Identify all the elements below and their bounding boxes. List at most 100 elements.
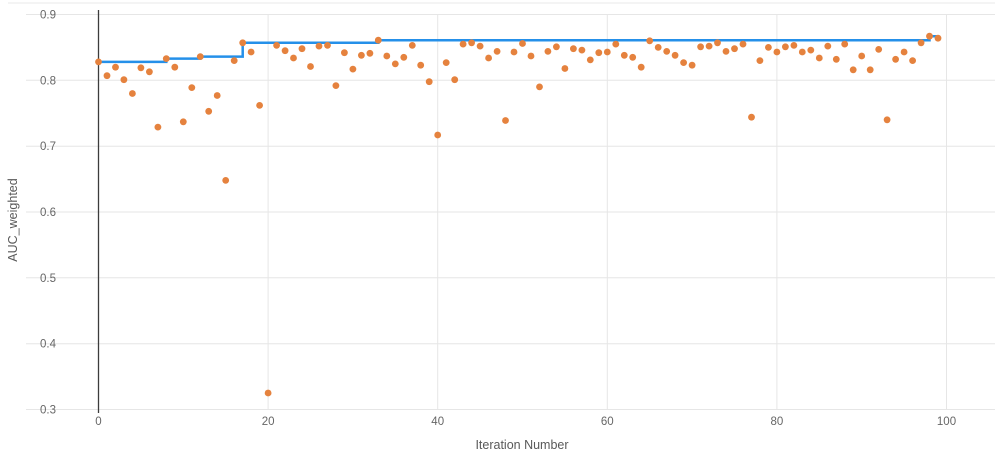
scatter-points[interactable] — [95, 32, 942, 397]
scatter-point[interactable] — [570, 45, 577, 53]
scatter-point[interactable] — [247, 48, 255, 56]
scatter-point[interactable] — [374, 36, 382, 44]
scatter-point[interactable] — [298, 45, 306, 53]
scatter-point[interactable] — [468, 39, 475, 47]
scatter-point[interactable] — [112, 63, 119, 71]
scatter-point[interactable] — [756, 57, 764, 64]
scatter-point[interactable] — [256, 102, 263, 109]
scatter-point[interactable] — [315, 42, 323, 50]
scatter-point[interactable] — [883, 116, 891, 124]
scatter-point[interactable] — [680, 59, 687, 66]
scatter-point[interactable] — [196, 53, 204, 60]
scatter-point[interactable] — [926, 32, 933, 40]
scatter-point[interactable] — [476, 42, 484, 50]
scatter-point[interactable] — [230, 57, 238, 64]
scatter-point[interactable] — [519, 40, 526, 47]
scatter-point[interactable] — [731, 45, 738, 53]
scatter-point[interactable] — [179, 118, 187, 126]
scatter-point[interactable] — [349, 65, 357, 73]
scatter-point[interactable] — [358, 51, 365, 59]
scatter-point[interactable] — [603, 48, 611, 56]
scatter-point[interactable] — [722, 48, 730, 55]
scatter-point[interactable] — [510, 48, 518, 56]
scatter-point[interactable] — [213, 92, 221, 99]
scatter-point[interactable] — [620, 51, 628, 59]
scatter-point[interactable] — [154, 123, 162, 131]
scatter-point[interactable] — [586, 56, 594, 64]
scatter-point[interactable] — [824, 42, 832, 50]
scatter-point[interactable] — [790, 42, 798, 49]
scatter-point[interactable] — [841, 40, 849, 48]
scatter-point[interactable] — [909, 57, 916, 64]
scatter-point[interactable] — [654, 44, 662, 51]
scatter-point[interactable] — [663, 48, 671, 55]
scatter-point[interactable] — [748, 113, 755, 121]
scatter-point[interactable] — [527, 52, 535, 60]
scatter-point[interactable] — [595, 49, 603, 57]
scatter-point[interactable] — [561, 65, 569, 72]
scatter-point[interactable] — [307, 63, 314, 70]
scatter-point[interactable] — [383, 52, 391, 60]
scatter-point[interactable] — [900, 48, 908, 56]
scatter-point[interactable] — [137, 64, 145, 72]
scatter-point[interactable] — [434, 131, 442, 139]
scatter-point[interactable] — [222, 177, 230, 184]
scatter-point[interactable] — [162, 55, 170, 62]
scatter-point[interactable] — [697, 43, 704, 51]
scatter-point[interactable] — [408, 42, 416, 49]
scatter-point[interactable] — [502, 117, 509, 124]
scatter-point[interactable] — [324, 42, 331, 49]
scatter-point[interactable] — [205, 107, 213, 115]
scatter-point[interactable] — [739, 40, 747, 48]
scatter-point[interactable] — [798, 48, 806, 56]
scatter-point[interactable] — [612, 40, 620, 48]
scatter-point[interactable] — [493, 48, 501, 55]
scatter-point[interactable] — [637, 63, 645, 71]
scatter-point[interactable] — [773, 48, 781, 56]
scatter-point[interactable] — [425, 78, 433, 86]
scatter-point[interactable] — [629, 53, 637, 61]
scatter-point[interactable] — [442, 59, 450, 66]
scatter-point[interactable] — [400, 53, 408, 61]
scatter-point[interactable] — [815, 54, 823, 62]
scatter-point[interactable] — [290, 54, 297, 62]
scatter-point[interactable] — [332, 82, 340, 89]
scatter-point[interactable] — [688, 61, 696, 69]
scatter-point[interactable] — [934, 34, 942, 42]
scatter-point[interactable] — [485, 54, 492, 62]
scatter-point[interactable] — [341, 49, 348, 57]
scatter-point[interactable] — [705, 42, 713, 50]
scatter-point[interactable] — [95, 58, 102, 66]
scatter-point[interactable] — [103, 72, 111, 80]
scatter-point[interactable] — [171, 63, 179, 71]
scatter-point[interactable] — [120, 76, 128, 84]
scatter-point[interactable] — [807, 46, 815, 54]
scatter-point[interactable] — [146, 68, 153, 76]
scatter-point[interactable] — [917, 39, 925, 47]
scatter-point[interactable] — [578, 46, 586, 54]
scatter-point[interactable] — [129, 90, 136, 97]
scatter-point[interactable] — [858, 52, 866, 60]
scatter-point[interactable] — [875, 46, 883, 53]
scatter-point[interactable] — [366, 49, 374, 57]
scatter-point[interactable] — [281, 47, 289, 55]
scatter-point[interactable] — [264, 389, 272, 397]
scatter-point[interactable] — [239, 39, 247, 47]
scatter-point[interactable] — [765, 44, 772, 51]
scatter-point[interactable] — [866, 66, 874, 74]
scatter-point[interactable] — [892, 55, 899, 63]
scatter-point[interactable] — [646, 37, 654, 45]
scatter-point[interactable] — [714, 39, 721, 47]
scatter-point[interactable] — [782, 43, 789, 51]
scatter-point[interactable] — [417, 61, 425, 69]
scatter-point[interactable] — [391, 60, 399, 68]
scatter-point[interactable] — [459, 40, 467, 48]
scatter-point[interactable] — [273, 42, 280, 49]
scatter-point[interactable] — [188, 84, 196, 91]
scatter-point[interactable] — [536, 83, 543, 91]
scatter-point[interactable] — [671, 51, 679, 59]
scatter-point[interactable] — [849, 66, 857, 74]
scatter-point[interactable] — [832, 55, 840, 63]
scatter-point[interactable] — [544, 48, 552, 55]
